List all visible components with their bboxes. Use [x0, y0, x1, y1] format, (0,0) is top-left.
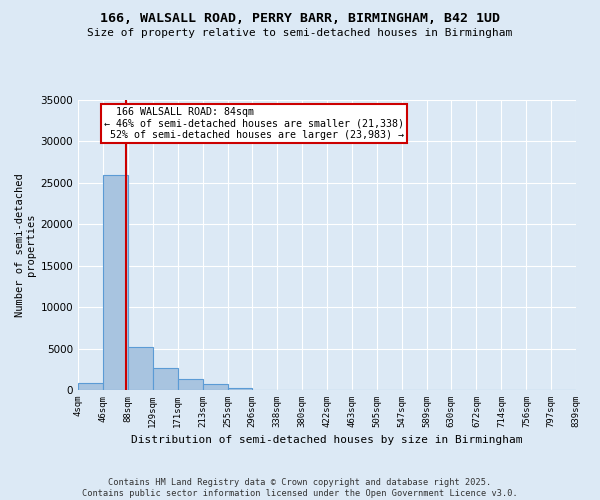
- Text: 166 WALSALL ROAD: 84sqm
← 46% of semi-detached houses are smaller (21,338)
 52% : 166 WALSALL ROAD: 84sqm ← 46% of semi-de…: [104, 106, 404, 140]
- Bar: [78, 382, 103, 390]
- X-axis label: Distribution of semi-detached houses by size in Birmingham: Distribution of semi-detached houses by …: [131, 436, 523, 446]
- Y-axis label: Number of semi-detached
properties: Number of semi-detached properties: [14, 173, 36, 317]
- Bar: [103, 174, 128, 390]
- Text: 166, WALSALL ROAD, PERRY BARR, BIRMINGHAM, B42 1UD: 166, WALSALL ROAD, PERRY BARR, BIRMINGHA…: [100, 12, 500, 26]
- Text: Contains HM Land Registry data © Crown copyright and database right 2025.
Contai: Contains HM Land Registry data © Crown c…: [82, 478, 518, 498]
- Bar: [128, 347, 152, 390]
- Bar: [227, 388, 252, 390]
- Bar: [178, 379, 203, 390]
- Text: Size of property relative to semi-detached houses in Birmingham: Size of property relative to semi-detach…: [88, 28, 512, 38]
- Bar: [152, 368, 178, 390]
- Bar: [203, 384, 227, 390]
